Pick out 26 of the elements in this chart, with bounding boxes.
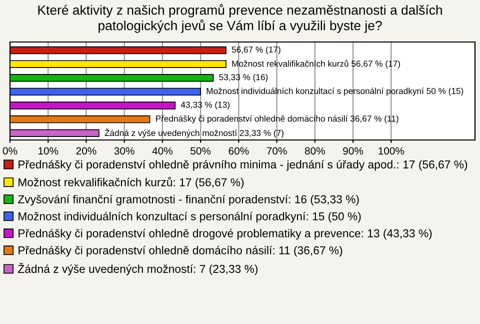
data-label: Možnost rekvalifikačních kurzů 56,67 % (17) [232,60,400,68]
x-tick-label: 10% [38,147,58,155]
legend-label: Možnost rekvalifikačních kurzů: 17 (56,67 %) [18,177,244,189]
x-tick-label: 30% [114,147,134,155]
x-tick-label: 60% [228,147,249,155]
x-tick-label: 90% [343,147,364,155]
data-label: 56,67 % (17) [232,46,280,54]
x-tick-label: 80% [304,147,325,155]
data-label: Přednášky či poradenství ohledně domácího násilí 36,67 % (11) [156,115,398,124]
legend-label: Možnost individuálních konzultací s personální poradkyní: 15 (50 %) [18,212,361,223]
legend-label: Žádná z výše uvedených možností: 7 (23,33 %) [18,262,258,276]
x-tick-label: 0% [2,147,18,155]
legend-label: Zvyšování finanční gramotnosti - finanční poradenství: 16 (53,33 %) [18,194,359,206]
x-tick-label: 70% [266,147,287,155]
legend-label: Přednášky či poradenství ohledně drogové problematiky a prevence: 13 (43,33 %) [18,228,432,240]
data-label: Možnost individuálních konzultací s personální poradkyní 50 % (15) [206,88,464,96]
x-tick-label: 100% [378,147,404,155]
x-tick-label: 20% [76,147,96,155]
data-label: 53,33 % (16) [219,74,268,82]
data-label: Žádná z výše uvedených možností 23,33 % (7) [104,128,284,138]
x-tick-label: 40% [152,147,173,155]
data-label: 43,33 % (13) [180,101,230,110]
legend-label: Přednášky či poradenství ohledně právního minima - jednání s úřady apod.: 17 (56,67 %) [18,160,468,171]
x-tick-label: 50% [190,147,211,155]
legend-label: Přednášky či poradenství ohledně domácího násilí: 11 (36,67 %) [18,246,342,257]
chart-title: Které aktivity z našich programů prevence nezaměstnanosti a dalších patologických jevů se Vám líbí a využili byste je? [38,4,442,33]
